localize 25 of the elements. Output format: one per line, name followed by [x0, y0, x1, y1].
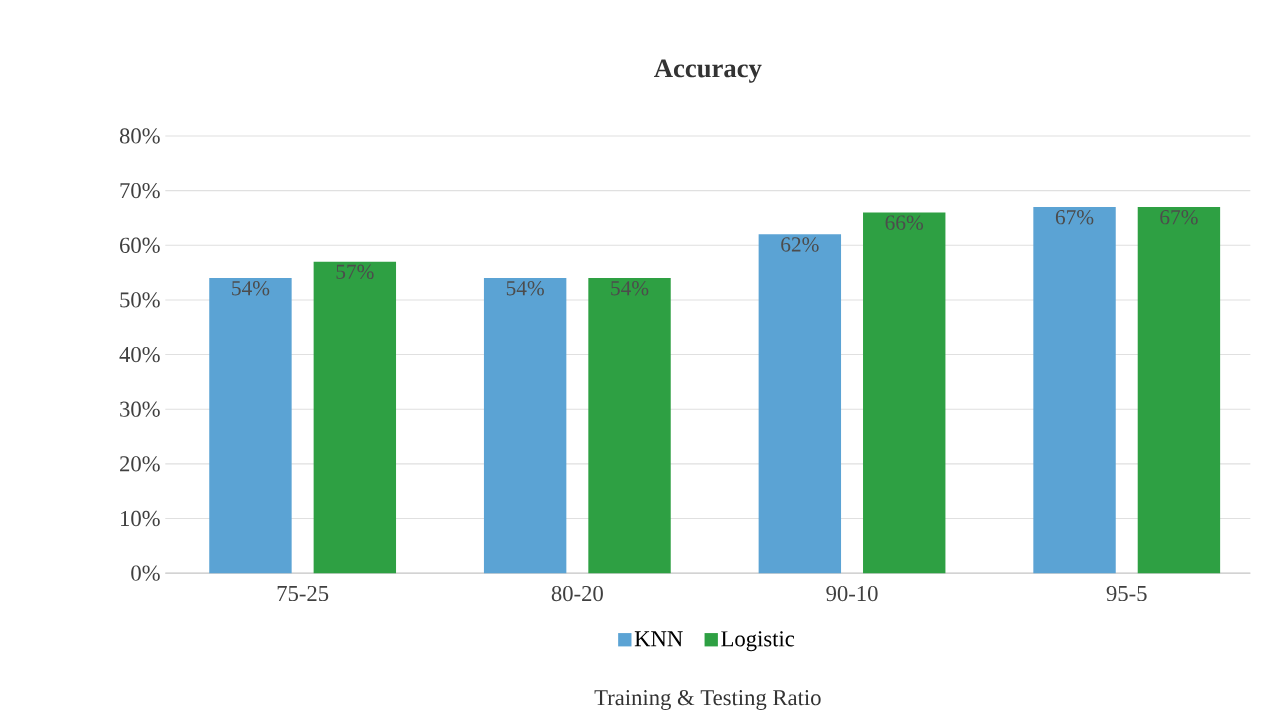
data-label: 67% [1160, 209, 1198, 225]
y-tick-label: 50% [120, 292, 160, 308]
y-tick-label: 70% [120, 182, 160, 199]
x-tick-label: 75-25 [277, 585, 329, 602]
data-label: 54% [506, 280, 544, 296]
y-tick-label: 10% [121, 510, 160, 527]
y-tick-label: 60% [120, 237, 160, 253]
legend-label: Logistic [721, 631, 795, 652]
chart-title: Accuracy [654, 59, 762, 83]
y-tick-label: 40% [119, 346, 160, 363]
x-tick-label: 80-20 [551, 585, 603, 602]
data-label: 67% [1055, 209, 1094, 225]
y-tick-label: 30% [120, 401, 160, 417]
data-label: 66% [885, 215, 924, 230]
x-axis-title: Training & Testing Ratio [594, 689, 821, 710]
y-tick-label: 80% [119, 128, 160, 144]
y-tick-label: 20% [120, 456, 160, 472]
data-label: 54% [232, 280, 270, 296]
x-tick-label: 90-10 [826, 585, 878, 602]
data-label: 57% [336, 264, 374, 279]
y-tick-label: 0% [131, 565, 160, 581]
x-tick-label: 95-5 [1106, 585, 1147, 602]
legend-label: KNN [634, 631, 683, 647]
data-label: 62% [781, 237, 819, 252]
data-label: 54% [611, 280, 649, 296]
